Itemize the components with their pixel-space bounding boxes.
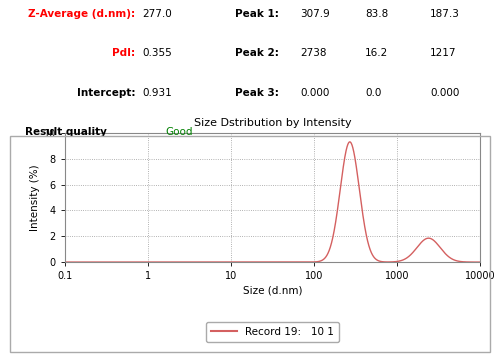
Text: Good: Good [165, 127, 192, 137]
Text: 0.000: 0.000 [300, 88, 330, 98]
Text: Peak 1:: Peak 1: [235, 9, 279, 19]
Legend: Record 19:   10 1: Record 19: 10 1 [206, 322, 340, 342]
Text: Peak 3:: Peak 3: [235, 88, 279, 98]
Text: 277.0: 277.0 [142, 9, 172, 19]
Text: 83.8: 83.8 [365, 9, 388, 19]
Text: Z-Average (d.nm):: Z-Average (d.nm): [28, 9, 135, 19]
Text: 0.355: 0.355 [142, 48, 172, 59]
Text: 16.2: 16.2 [365, 48, 388, 59]
Text: 307.9: 307.9 [300, 9, 330, 19]
Text: Intercept:: Intercept: [76, 88, 135, 98]
Text: 2738: 2738 [300, 48, 326, 59]
X-axis label: Size (d.nm): Size (d.nm) [243, 285, 302, 295]
Text: PdI:: PdI: [112, 48, 135, 59]
Text: Peak 2:: Peak 2: [235, 48, 279, 59]
Title: Size Dstribution by Intensity: Size Dstribution by Intensity [194, 118, 352, 128]
Y-axis label: Intensity (%): Intensity (%) [30, 164, 40, 231]
Text: 0.000: 0.000 [430, 88, 460, 98]
Text: 0.0: 0.0 [365, 88, 382, 98]
Text: Result quality: Result quality [25, 127, 107, 137]
Text: 187.3: 187.3 [430, 9, 460, 19]
Text: 0.931: 0.931 [142, 88, 172, 98]
Text: 1217: 1217 [430, 48, 456, 59]
